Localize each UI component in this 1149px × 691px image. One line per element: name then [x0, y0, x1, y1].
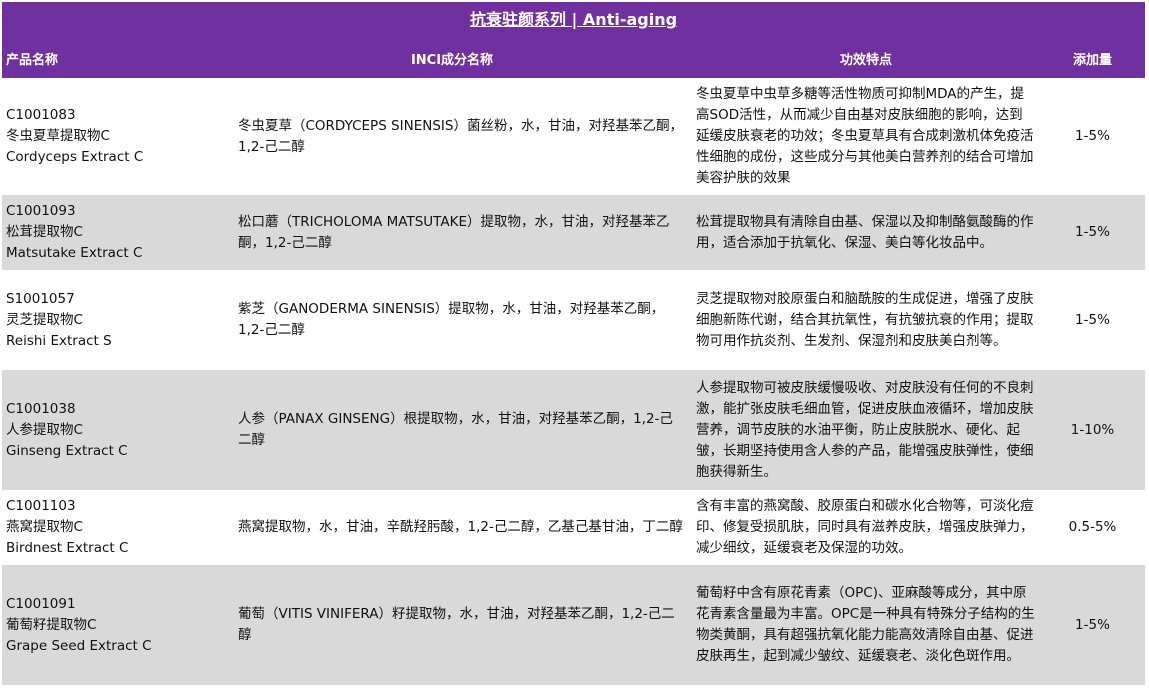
product-code: C1001103 — [6, 498, 76, 514]
effect-cell: 灵芝提取物对胶原蛋白和脑酰胺的生成促进，增强了皮肤细胞新陈代谢，结合其抗氧性，有… — [696, 290, 1034, 349]
product-name-en: Ginseng Extract C — [6, 442, 128, 459]
product-name-cell: C1001038 人参提取物C Ginseng Extract C — [2, 399, 218, 462]
inci-cell: 紫芝（GANODERMA SINENSIS）提取物，水，甘油，对羟基苯乙酮，1,… — [238, 301, 665, 338]
product-name-en: Birdnest Extract C — [6, 540, 129, 556]
effect-cell: 含有丰富的燕窝酸、胶原蛋白和碳水化合物等，可淡化痘印、修复受损肌肤，同时具有滋养… — [696, 498, 1034, 556]
header-dose: 添加量 — [1072, 52, 1112, 68]
inci-cell: 松口蘑（TRICHOLOMA MATSUTAKE）提取物，水，甘油，对羟基苯乙酮… — [238, 213, 670, 251]
product-code: C1001083 — [6, 107, 76, 123]
header-product-name: 产品名称 — [6, 52, 59, 68]
inci-cell: 人参（PANAX GINSENG）根提取物，水，甘油，对羟基苯乙酮，1,2-己二… — [238, 411, 673, 448]
product-name-cn: 人参提取物C — [6, 421, 83, 438]
product-code: C1001038 — [6, 400, 76, 417]
table-title: 抗衰驻颜系列 | Anti-aging — [2, 2, 1145, 38]
inci-cell: 燕窝提取物，水，甘油，辛酰羟肟酸，1,2-己二醇，乙基己基甘油，丁二醇 — [238, 519, 683, 535]
dose-cell: 1-5% — [1075, 616, 1110, 633]
effect-cell: 冬虫夏草中虫草多糖等活性物质可抑制MDA的产生，提高SOD活性，从而减少自由基对… — [696, 86, 1034, 186]
effect-cell: 人参提取物可被皮肤缓慢吸收、对皮肤没有任何的不良刺激，能扩张皮肤毛细血管，促进皮… — [696, 379, 1034, 480]
effect-cell: 葡萄籽中含有原花青素（OPC)、亚麻酸等成分，其中原花青素含量最为丰富。OPC是… — [696, 585, 1035, 664]
product-name-cell: S1001057 灵芝提取物C Reishi Extract S — [2, 289, 218, 352]
table-row: C1001083 冬虫夏草提取物C Cordyceps Extract C 冬虫… — [2, 78, 1145, 195]
table-header: 产品名称 INCI成分名称 功效特点 添加量 — [2, 38, 1145, 78]
product-code: C1001091 — [6, 595, 76, 612]
header-inci: INCI成分名称 — [410, 52, 494, 68]
product-name-cell: C1001103 燕窝提取物C Birdnest Extract C — [2, 496, 218, 559]
table-row: C1001093 松茸提取物C Matsutake Extract C 松口蘑（… — [2, 195, 1145, 270]
table-row: S1001057 灵芝提取物C Reishi Extract S 紫芝（GANO… — [2, 270, 1145, 370]
dose-cell: 0.5-5% — [1068, 519, 1117, 535]
table-row: C1001091 葡萄籽提取物C Grape Seed Extract C 葡萄… — [2, 565, 1145, 685]
product-name-cn: 松茸提取物C — [6, 224, 83, 240]
product-name-en: Matsutake Extract C — [6, 245, 143, 261]
inci-cell: 冬虫夏草（CORDYCEPS SINENSIS）菌丝粉，水，甘油，对羟基苯乙酮，… — [238, 117, 683, 155]
dose-cell: 1-5% — [1075, 311, 1110, 328]
dose-cell: 1-5% — [1075, 224, 1110, 240]
dose-cell: 1-5% — [1075, 128, 1110, 144]
product-name-en: Reishi Extract S — [6, 332, 112, 349]
product-name-cell: C1001083 冬虫夏草提取物C Cordyceps Extract C — [2, 105, 218, 168]
table-row: C1001103 燕窝提取物C Birdnest Extract C 燕窝提取物… — [2, 490, 1145, 565]
product-name-cn: 冬虫夏草提取物C — [6, 128, 110, 144]
effect-cell: 松茸提取物具有清除自由基、保湿以及抑制酪氨酸酶的作用，适合添加于抗氧化、保湿、美… — [696, 213, 1034, 251]
header-effect: 功效特点 — [839, 52, 892, 68]
product-name-en: Cordyceps Extract C — [6, 149, 144, 165]
product-name-cell: C1001093 松茸提取物C Matsutake Extract C — [2, 201, 218, 264]
product-code: C1001093 — [6, 203, 76, 219]
product-name-cn: 灵芝提取物C — [6, 311, 83, 328]
dose-cell: 1-10% — [1070, 421, 1115, 438]
product-name-cell: C1001091 葡萄籽提取物C Grape Seed Extract C — [2, 594, 218, 657]
table-row: C1001038 人参提取物C Ginseng Extract C 人参（PAN… — [2, 370, 1145, 490]
inci-cell: 葡萄（VITIS VINIFERA）籽提取物，水，甘油，对羟基苯乙酮，1,2-己… — [238, 606, 675, 643]
product-code: S1001057 — [6, 290, 75, 307]
product-name-cn: 燕窝提取物C — [6, 519, 83, 535]
product-name-en: Grape Seed Extract C — [6, 637, 152, 654]
product-name-cn: 葡萄籽提取物C — [6, 616, 97, 633]
